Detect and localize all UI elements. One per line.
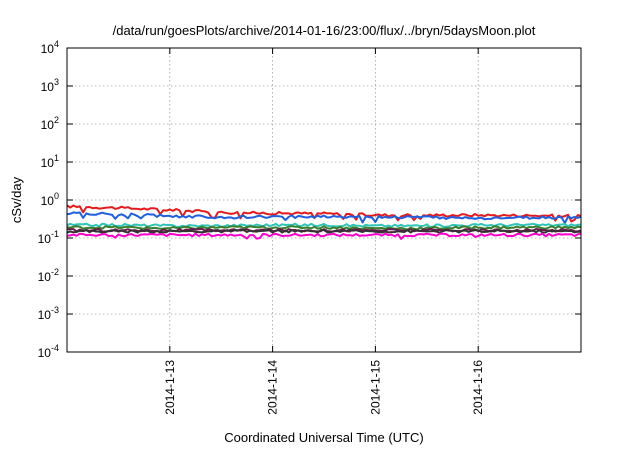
grid: [67, 48, 581, 352]
y-tick-label: 10-2: [38, 267, 59, 284]
y-tick-label: 104: [41, 39, 59, 56]
chart-title: /data/run/goesPlots/archive/2014-01-16/2…: [113, 23, 536, 38]
series-line-7: [66, 232, 582, 240]
x-tick-labels: 2014-1-13 2014-1-14 2014-1-15 2014-1-16: [163, 360, 485, 415]
y-tick-label: 10-3: [38, 305, 59, 322]
y-tick-label: 101: [41, 153, 59, 170]
axis-ticks: [67, 47, 581, 353]
x-axis-label: Coordinated Universal Time (UTC): [224, 430, 423, 445]
y-axis-label: cSv/day: [9, 176, 24, 223]
series-line-6: [66, 229, 582, 234]
x-tick-label: 2014-1-16: [471, 360, 485, 415]
y-tick-labels: 10-4 10-3 10-2 10-1 100 101 102 103 104: [38, 39, 59, 360]
y-tick-label: 100: [41, 191, 59, 208]
x-tick-label: 2014-1-13: [163, 360, 177, 415]
y-tick-label: 10-4: [38, 343, 59, 360]
series-line-4: [66, 225, 582, 231]
y-tick-label: 103: [41, 77, 59, 94]
series-line-1: [66, 204, 582, 223]
y-tick-label: 102: [41, 115, 59, 132]
x-tick-label: 2014-1-14: [266, 360, 280, 415]
x-tick-label: 2014-1-15: [368, 360, 382, 415]
y-tick-label: 10-1: [38, 229, 59, 246]
series-layer: [66, 204, 582, 240]
series-line-2: [66, 211, 582, 225]
